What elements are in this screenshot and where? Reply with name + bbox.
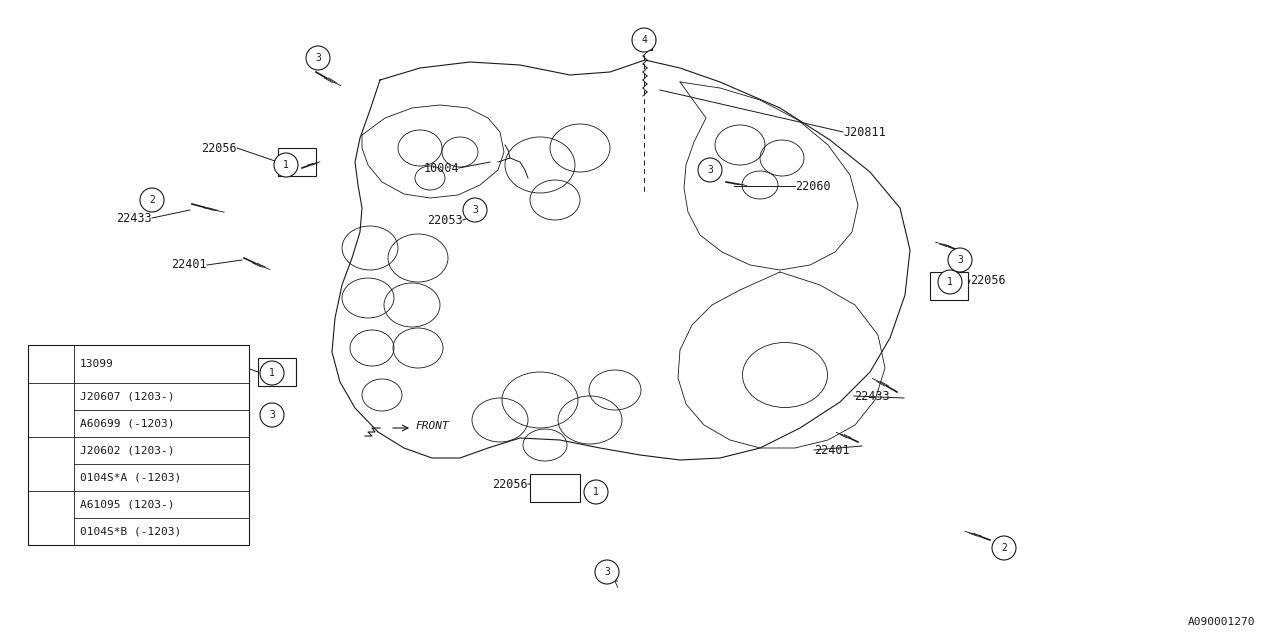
Text: 4: 4	[49, 513, 54, 523]
Text: 1: 1	[947, 277, 952, 287]
Bar	[637, 40, 652, 50]
Text: 3: 3	[472, 205, 477, 215]
Text: 1: 1	[283, 160, 289, 170]
Text: 0104S*A (-1203): 0104S*A (-1203)	[79, 472, 182, 483]
Text: 22056: 22056	[201, 141, 237, 154]
Text: 3: 3	[49, 459, 54, 469]
Text: 3: 3	[707, 165, 713, 175]
Text: 2: 2	[1001, 543, 1007, 553]
Bar	[278, 148, 316, 176]
Circle shape	[274, 153, 298, 177]
Bar	[259, 358, 296, 386]
Text: 22433: 22433	[116, 211, 152, 225]
Text: 22401: 22401	[172, 259, 207, 271]
Text: 1: 1	[49, 359, 54, 369]
Text: 22060: 22060	[795, 179, 831, 193]
Circle shape	[41, 454, 61, 474]
Text: FRONT: FRONT	[415, 421, 449, 431]
Text: 1: 1	[593, 487, 599, 497]
Text: 22056: 22056	[970, 273, 1006, 287]
Text: A61095 (1203-): A61095 (1203-)	[79, 499, 174, 509]
Text: 2: 2	[148, 195, 155, 205]
Circle shape	[938, 270, 963, 294]
Circle shape	[260, 403, 284, 427]
Circle shape	[948, 248, 972, 272]
Text: 1: 1	[269, 368, 275, 378]
Bar	[28, 345, 250, 545]
Bar	[931, 272, 968, 300]
Text: 2: 2	[49, 405, 54, 415]
Text: 22056: 22056	[204, 358, 239, 371]
Text: 10004: 10004	[424, 161, 460, 175]
Circle shape	[584, 480, 608, 504]
Text: 22433: 22433	[854, 390, 890, 403]
Circle shape	[595, 560, 620, 584]
Circle shape	[306, 46, 330, 70]
Text: J20602 (1203-): J20602 (1203-)	[79, 445, 174, 456]
Text: 22401: 22401	[814, 444, 850, 456]
Circle shape	[41, 400, 61, 420]
Text: 3: 3	[269, 410, 275, 420]
Text: J20811: J20811	[844, 125, 886, 138]
Circle shape	[992, 536, 1016, 560]
Circle shape	[41, 354, 61, 374]
Circle shape	[463, 198, 486, 222]
Circle shape	[698, 158, 722, 182]
Text: 3: 3	[315, 53, 321, 63]
Circle shape	[41, 508, 61, 528]
Text: A60699 (-1203): A60699 (-1203)	[79, 419, 174, 429]
Text: 0104S*B (-1203): 0104S*B (-1203)	[79, 527, 182, 536]
Bar	[530, 474, 580, 502]
Circle shape	[140, 188, 164, 212]
Text: 22053: 22053	[428, 214, 463, 227]
Text: A090001270: A090001270	[1188, 617, 1254, 627]
Text: 3: 3	[604, 567, 611, 577]
Text: 3: 3	[957, 255, 963, 265]
Text: 4: 4	[641, 35, 646, 45]
Text: J20607 (1203-): J20607 (1203-)	[79, 392, 174, 401]
Text: 13099: 13099	[79, 359, 114, 369]
Circle shape	[632, 28, 657, 52]
Text: 22056: 22056	[493, 477, 529, 490]
Circle shape	[260, 361, 284, 385]
